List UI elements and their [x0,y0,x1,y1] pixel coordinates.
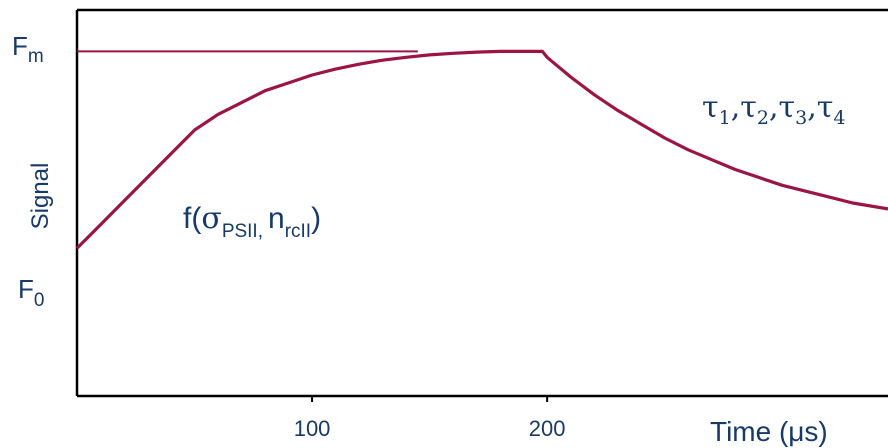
rise-sigma: σ [201,201,221,236]
y-axis-title: Signal [27,163,54,230]
y-tick-label-fm-main: F [12,31,28,61]
axes [75,8,888,398]
rise-suffix: ) [311,202,321,235]
series-layer [75,49,888,250]
decay-sep-1: , [731,90,741,125]
y-tick-label-f0-sub: 0 [34,290,45,311]
decay-tau-1-sub: 1 [719,107,731,129]
decay-tau-3: τ [779,90,796,125]
y-tick-label-f0: F0 [18,274,44,311]
decay-sep-3: , [807,90,817,125]
rise-sigma-sub: PSII, [222,221,263,242]
x-axis-title: Time (μs) [710,416,828,447]
x-tick-label: 100 [294,416,331,441]
rise-annotation: f(σPSII, nrcII) [183,201,321,242]
rise-n-sub: rcII [285,221,311,242]
decay-tau-2-sub: 2 [757,107,769,129]
y-tick-label-f0-main: F [18,274,34,304]
y-tick-label-fm: Fm [12,31,44,67]
decay-tau-3-sub: 3 [795,107,807,129]
decay-tau-4-sub: 4 [833,107,845,129]
rise-prefix: f( [183,202,201,235]
decay-sep-2: , [769,90,779,125]
rise-n: n [268,202,285,235]
y-tick-label-fm-sub: m [28,46,44,67]
x-tick-label: 200 [529,416,566,441]
x-ticks: 100 200 [294,396,566,441]
decay-annotation: τ1,τ2,τ3,τ4 [702,90,845,129]
series-line [75,49,888,250]
decay-tau-1: τ [702,90,719,125]
decay-tau-4: τ [817,90,834,125]
decay-tau-2: τ [740,90,757,125]
